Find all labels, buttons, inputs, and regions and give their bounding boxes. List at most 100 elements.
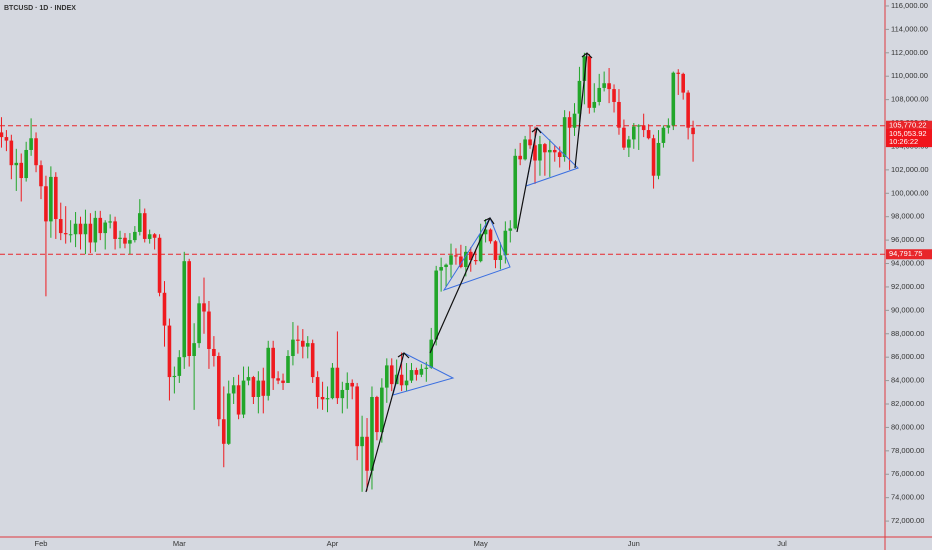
candle-body <box>612 89 616 102</box>
candle-body <box>582 56 587 81</box>
y-tick-label: 80,000.00 <box>891 422 924 431</box>
candle-body <box>567 117 572 128</box>
candle-body <box>459 256 463 268</box>
candle-body <box>187 261 191 357</box>
candle-body <box>58 219 63 234</box>
candle-body <box>266 347 271 396</box>
candle-body <box>93 217 98 243</box>
candle-body <box>9 140 14 166</box>
candle-body <box>0 132 4 138</box>
candle-body <box>305 343 310 347</box>
candle-body <box>123 237 127 244</box>
candle-body <box>192 343 196 357</box>
candle-body <box>617 101 621 128</box>
candle-body <box>478 234 483 262</box>
candle-body <box>384 365 389 388</box>
candle-body <box>518 155 522 160</box>
candle-body <box>666 125 671 128</box>
candle-body <box>19 162 24 179</box>
candle-body <box>449 255 453 265</box>
candle-body <box>641 125 646 131</box>
candle-body <box>4 137 9 141</box>
candle-body <box>473 260 478 262</box>
candle-body <box>162 292 167 326</box>
candle-body <box>310 343 315 378</box>
x-tick-label: Mar <box>173 539 186 548</box>
y-tick-label: 96,000.00 <box>891 235 924 244</box>
candle-body <box>464 251 468 268</box>
candle-body <box>34 138 38 166</box>
candle-body <box>488 229 493 242</box>
price-label: 105,770.22 <box>889 121 927 130</box>
candle-body <box>330 367 335 399</box>
candle-body <box>281 380 285 383</box>
candle-body <box>562 117 567 157</box>
candle-body <box>24 149 28 179</box>
candle-body <box>320 396 325 400</box>
candle-body <box>54 176 58 220</box>
candle-body <box>231 385 236 394</box>
x-tick-label: Feb <box>35 539 48 548</box>
candle-body <box>29 138 33 150</box>
candle-body <box>113 221 117 239</box>
y-tick-label: 116,000.00 <box>891 1 928 10</box>
candle-body <box>681 73 685 93</box>
candle-body <box>261 380 266 396</box>
candle-body <box>399 374 404 386</box>
candle-body <box>271 347 275 379</box>
candle-body <box>631 126 636 140</box>
candle-body <box>49 176 53 222</box>
candle-body <box>414 370 419 375</box>
candle-body <box>365 436 369 471</box>
y-tick-label: 72,000.00 <box>891 516 924 525</box>
candle-body <box>202 303 206 312</box>
candle-body <box>177 357 182 376</box>
candle-body <box>468 251 473 261</box>
candle-body <box>528 139 532 146</box>
candle-body <box>340 389 345 399</box>
y-tick-label: 76,000.00 <box>891 469 924 478</box>
x-tick-label: Jun <box>628 539 640 548</box>
candle-body <box>217 356 221 420</box>
candle-body <box>508 228 513 231</box>
candle-body <box>98 217 103 234</box>
price-label: 94,791.75 <box>889 249 922 258</box>
candle-body <box>409 370 414 381</box>
candle-body <box>39 165 43 187</box>
y-tick-label: 114,000.00 <box>891 24 928 33</box>
candle-body <box>137 213 142 232</box>
candle-body <box>493 241 498 261</box>
price-label-box <box>886 120 932 131</box>
candle-body <box>627 139 631 148</box>
candle-body <box>251 377 256 397</box>
candle-body <box>172 375 177 378</box>
candle-body <box>256 380 261 397</box>
candle-body <box>656 142 661 176</box>
y-tick-label: 90,000.00 <box>891 305 924 314</box>
price-label-box <box>886 249 932 260</box>
candle-body <box>404 380 409 386</box>
y-tick-label: 110,000.00 <box>891 71 928 80</box>
last-price-label: 105,053.92 <box>889 129 927 138</box>
y-tick-label: 98,000.00 <box>891 212 924 221</box>
y-tick-label: 82,000.00 <box>891 399 924 408</box>
candle-body <box>498 255 503 261</box>
y-tick-label: 100,000.00 <box>891 188 929 197</box>
y-tick-label: 108,000.00 <box>891 95 929 104</box>
candle-body <box>103 222 108 234</box>
candle-body <box>226 393 231 444</box>
candle-body <box>646 130 651 139</box>
candle-body <box>419 368 424 375</box>
y-tick-label: 112,000.00 <box>891 48 928 57</box>
candle-body <box>439 267 443 271</box>
chart-title: BTCUSD · 1D · INDEX <box>4 5 76 12</box>
candle-body <box>429 339 434 368</box>
candle-body <box>513 155 518 229</box>
candle-body <box>44 186 48 222</box>
candle-body <box>147 234 152 239</box>
candle-body <box>197 303 201 344</box>
candle-body <box>375 396 379 433</box>
candle-body <box>236 385 241 415</box>
candle-body <box>133 231 137 241</box>
candle-body <box>552 149 557 153</box>
